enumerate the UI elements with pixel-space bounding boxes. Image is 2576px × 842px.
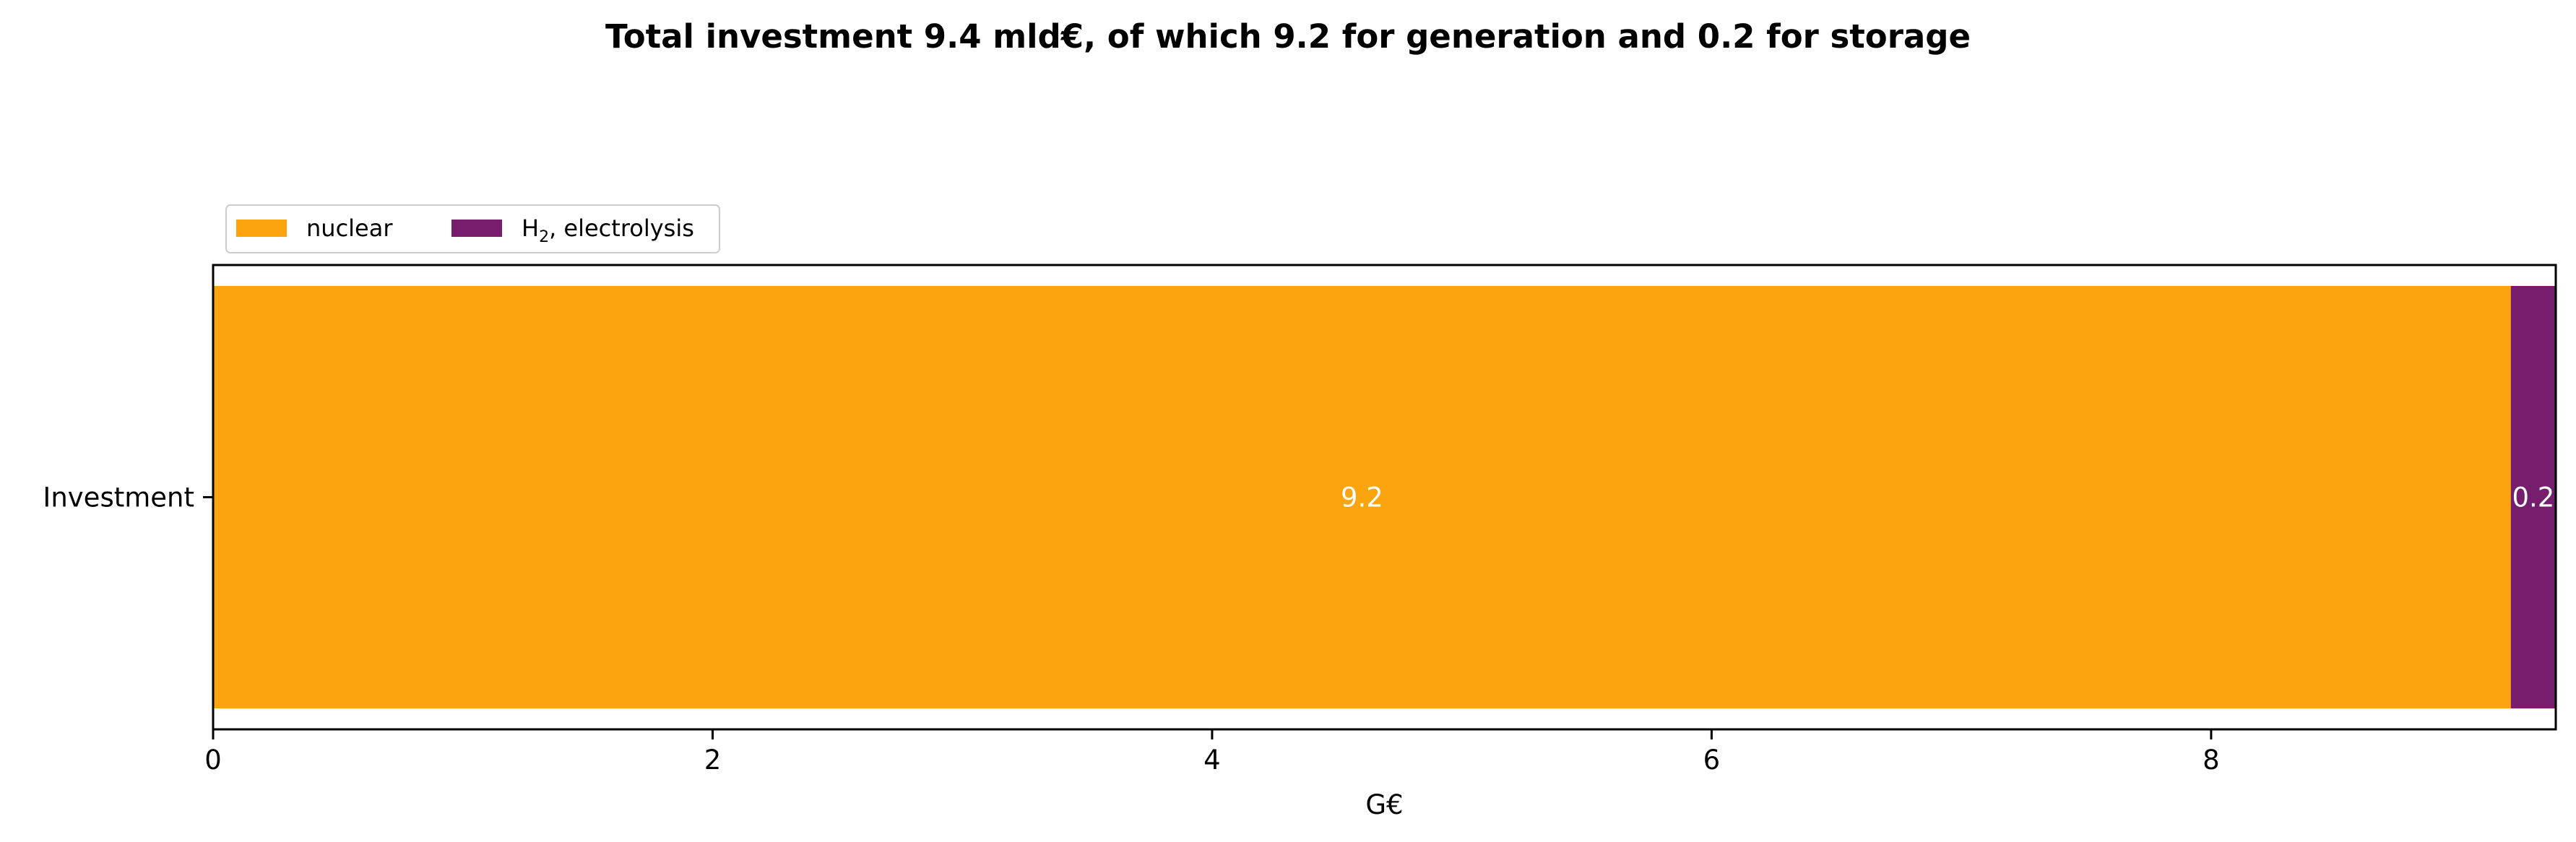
x-axis: 0 2 4 6 8 (204, 729, 2220, 776)
bar-group (213, 286, 2556, 708)
legend: nuclear H2, electrolysis (225, 204, 720, 253)
bar-value-label: 9.2 (1341, 482, 1383, 513)
bar-label-group: 9.2 0.2 (1341, 482, 2554, 513)
bar-0 (213, 286, 2511, 708)
bar-value-label: 0.2 (2512, 482, 2554, 513)
x-tick-label: 0 (204, 745, 222, 776)
y-axis: Investment (43, 482, 213, 513)
x-tick-label: 4 (1203, 745, 1221, 776)
bar-1 (2510, 286, 2556, 708)
x-tick-label: 8 (2203, 745, 2220, 776)
legend-entry: H2, electrolysis (522, 214, 694, 246)
x-tick-label: 2 (704, 745, 722, 776)
legend-swatch (236, 220, 287, 237)
legend-entry: nuclear (306, 214, 393, 242)
legend-swatch (451, 220, 502, 237)
x-tick-label: 6 (1703, 745, 1721, 776)
x-axis-label: G€ (1365, 789, 1403, 820)
chart-title: Total investment 9.4 mld€, of which 9.2 … (605, 17, 1971, 56)
y-tick-label: Investment (43, 482, 194, 513)
